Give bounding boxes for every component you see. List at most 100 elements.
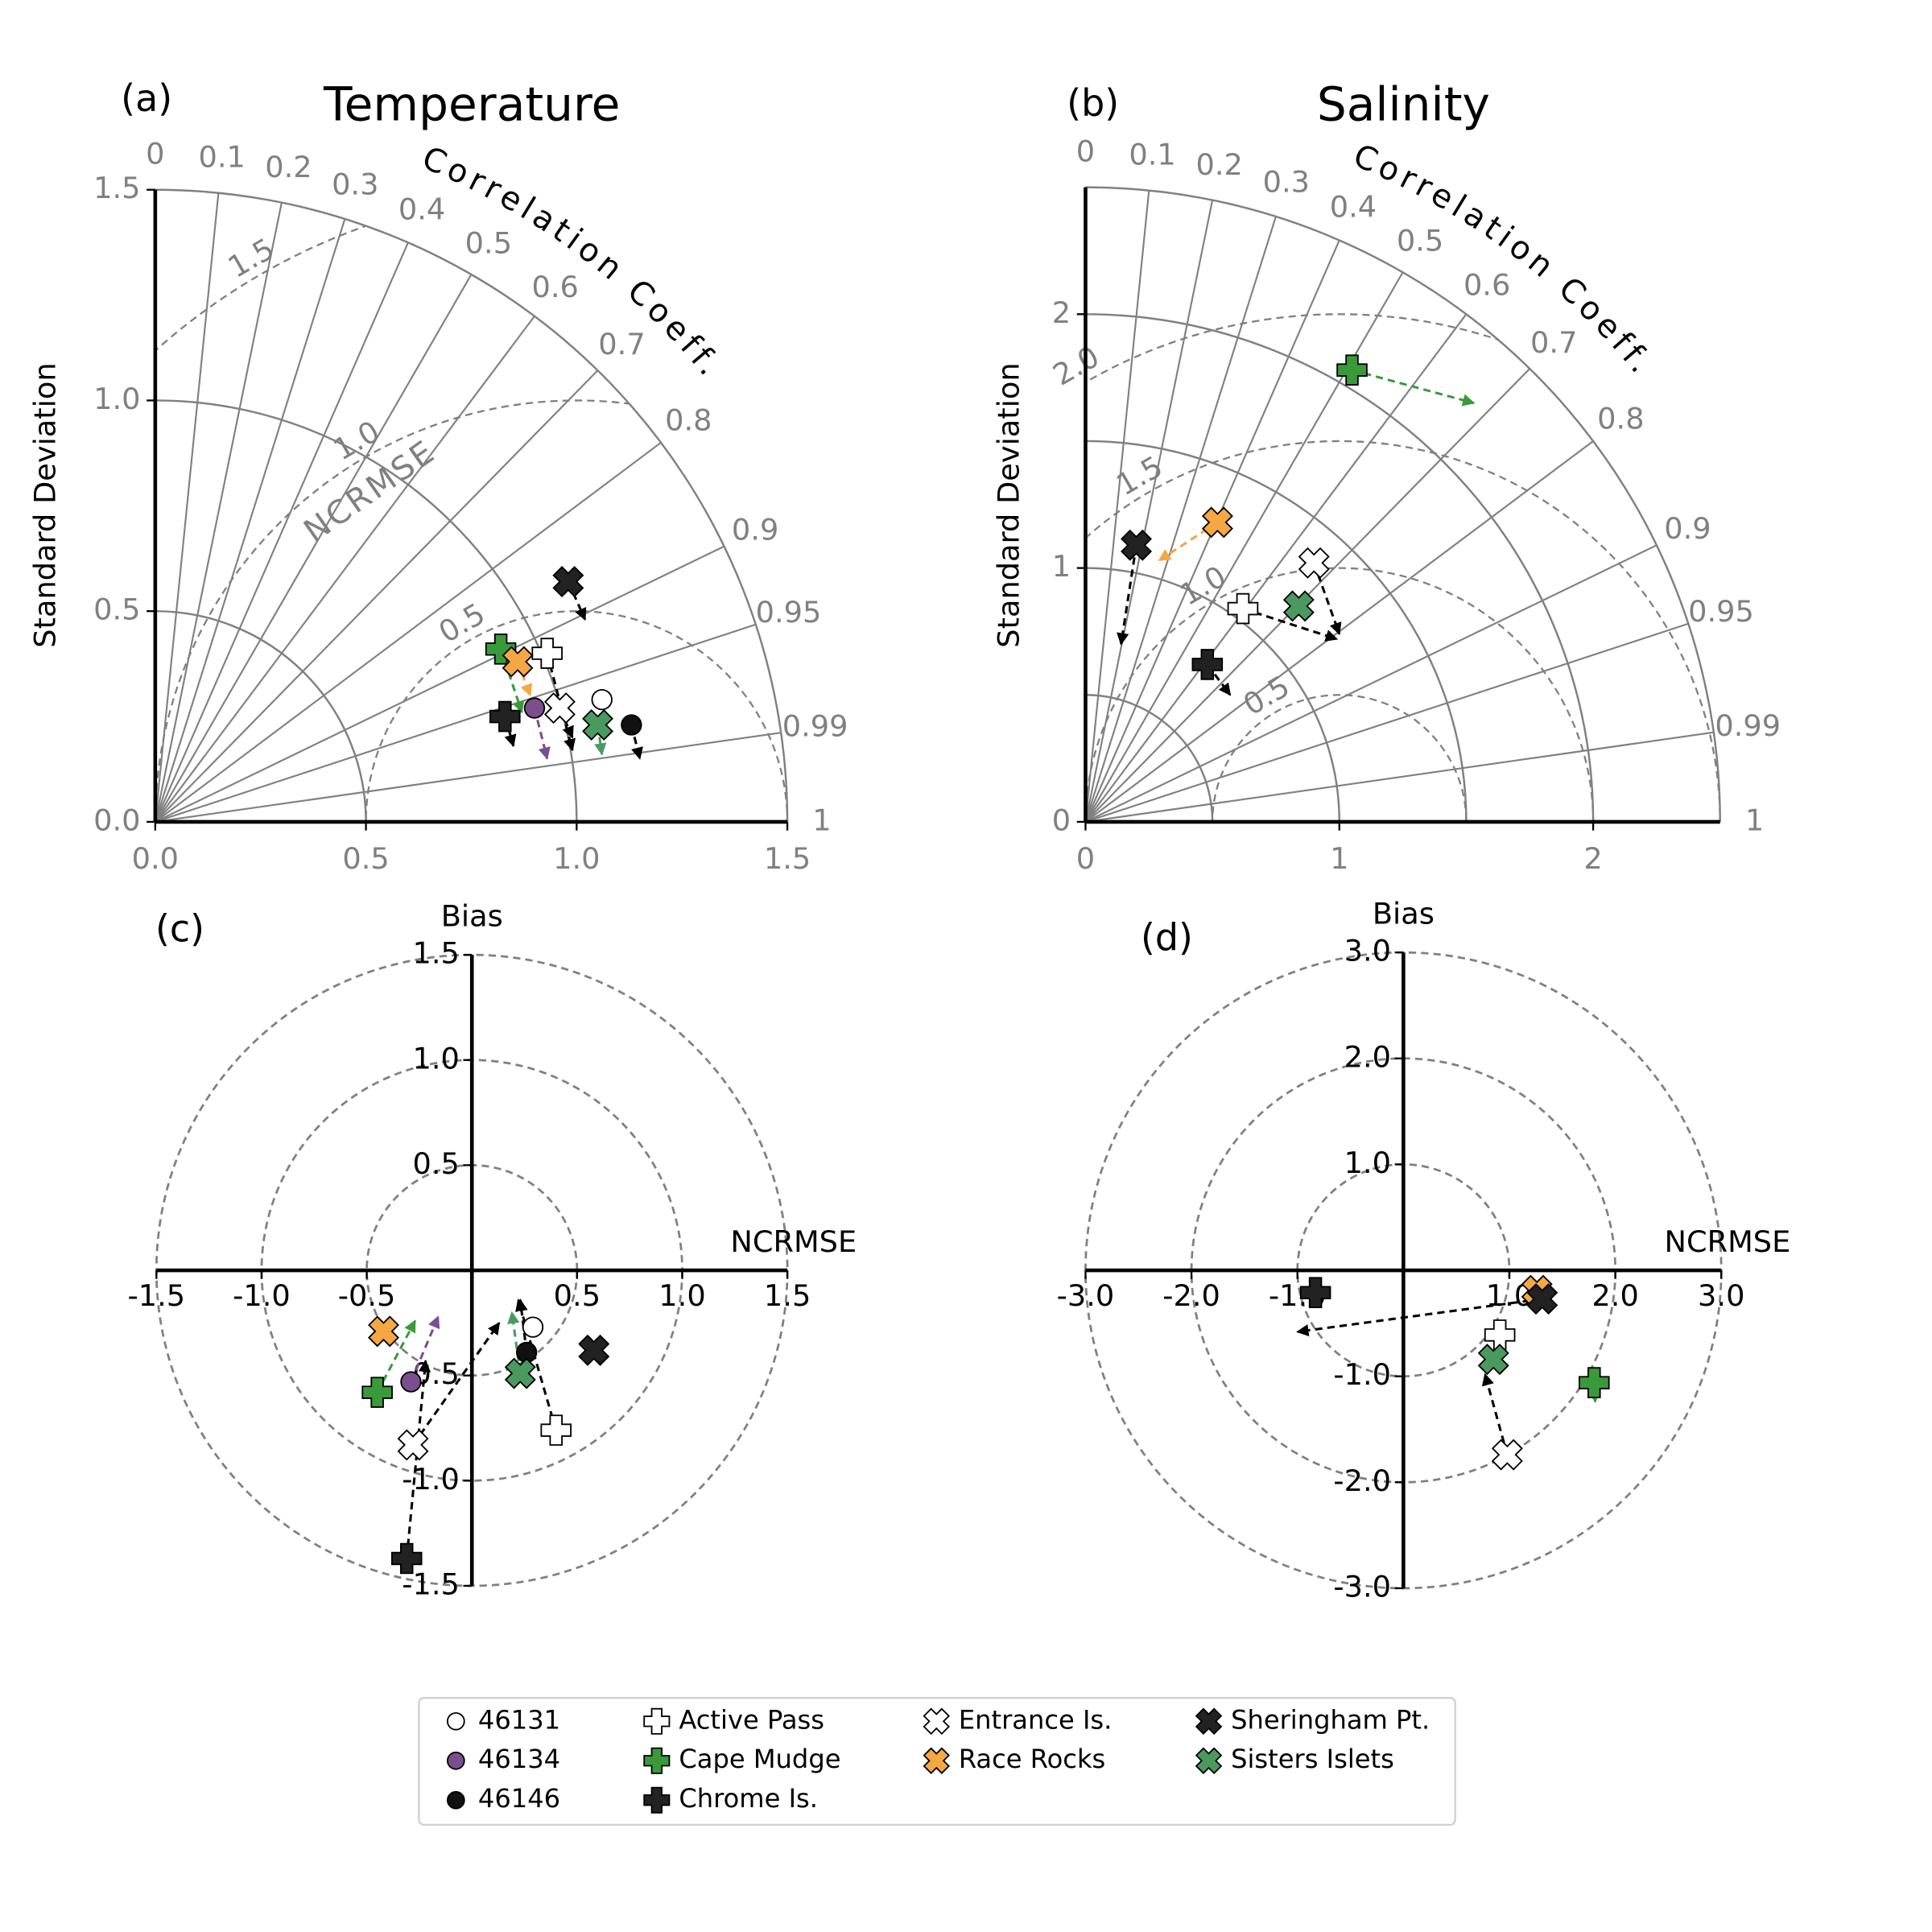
x-axis-label: NCRMSE (730, 1224, 857, 1259)
corr-label: 0.8 (1597, 402, 1644, 436)
y-tick-label: 1.0 (413, 1041, 460, 1075)
arrow (405, 1359, 431, 1559)
corr-line (1085, 731, 1715, 823)
corr-label: 0.8 (665, 403, 712, 438)
corr-label: 0.4 (398, 192, 445, 226)
x-tick-label: 1 (1330, 841, 1348, 876)
y-tick-label: 1 (1052, 549, 1071, 584)
x-axis-label: NCRMSE (1665, 1224, 1791, 1259)
y-tick-label: 1.5 (93, 171, 140, 205)
legend-label: 46146 (478, 1783, 560, 1814)
corr-label: 0.2 (1195, 147, 1242, 182)
corr-label: 0.7 (598, 327, 645, 361)
rmse-label: 1.0 (1174, 559, 1232, 612)
corr-line (155, 732, 782, 823)
x-tick-label: 2.0 (1591, 1278, 1638, 1313)
corr-label: 0.6 (531, 270, 578, 304)
rmse-arc (1085, 567, 1595, 822)
chart-title: Temperature (323, 76, 620, 131)
x-tick-label: 0.0 (132, 841, 179, 876)
legend-label: Active Pass (679, 1704, 824, 1735)
corr-label: 0.5 (465, 225, 512, 260)
chart-title: Salinity (1317, 76, 1490, 131)
corr-label: 0.7 (1530, 325, 1577, 360)
arrow (1117, 545, 1138, 646)
y-tick-label: 3.0 (1344, 934, 1391, 968)
rmse-label: 0.5 (1237, 669, 1295, 722)
corr-label: 0.1 (198, 140, 245, 175)
std-arc (155, 188, 789, 822)
corr-label: 0.99 (1715, 708, 1781, 743)
marker-circle (523, 697, 546, 719)
marker-x (1201, 506, 1233, 539)
marker-x (1282, 590, 1315, 622)
y-tick-label: 1.0 (1344, 1146, 1391, 1180)
legend-label: Race Rocks (959, 1744, 1105, 1774)
legend-label: Chrome Is. (679, 1783, 818, 1814)
corr-line (1084, 313, 1468, 823)
y-tick-label: 1.0 (93, 382, 140, 416)
marker-circle (400, 1371, 422, 1393)
y-tick-label: -1.0 (402, 1462, 460, 1496)
marker-circle (522, 1316, 544, 1338)
rmse-arc (1211, 694, 1468, 822)
x-tick-label: 2 (1583, 841, 1602, 876)
y-tick-label: 0.5 (93, 592, 140, 627)
x-tick-label: 0 (1076, 841, 1095, 876)
corr-line (155, 623, 757, 823)
marker-plus (1191, 649, 1224, 680)
arrow (499, 648, 525, 714)
corr-line (1084, 216, 1277, 823)
corr-label: 0.99 (782, 709, 848, 744)
rmse-label: 0.5 (433, 597, 491, 650)
corr-line (1084, 440, 1594, 823)
marker-x (1121, 529, 1153, 561)
x-tick-label: 3.0 (1698, 1278, 1744, 1313)
arrow (507, 1311, 522, 1374)
corr-line (154, 242, 409, 823)
corr-label: 0.3 (1263, 165, 1310, 200)
y-axis-label: Standard Deviation (28, 362, 63, 647)
corr-line (154, 274, 473, 823)
rmse-label: 1.0 (328, 414, 386, 467)
marker-x (1298, 547, 1330, 579)
marker-x (1526, 1283, 1558, 1315)
marker-x (397, 1429, 429, 1461)
legend-label: Cape Mudge (679, 1744, 840, 1774)
legend-label: Sheringham Pt. (1231, 1704, 1430, 1735)
corr-label: 0.9 (1664, 511, 1711, 546)
corr-line (154, 202, 283, 823)
x-tick-label: -1.5 (127, 1278, 185, 1313)
rmse-arc (155, 399, 788, 822)
y-axis-label: Bias (1373, 897, 1435, 931)
marker-x (552, 566, 584, 598)
legend-label: 46134 (478, 1744, 560, 1774)
arrow (411, 1322, 501, 1446)
marker-x (543, 692, 576, 724)
y-tick-label: 0.5 (413, 1146, 460, 1181)
y-tick-label: 0 (1052, 803, 1071, 837)
marker-plus (1299, 1277, 1331, 1308)
marker-circle (447, 1711, 465, 1731)
marker-x (923, 1707, 951, 1736)
rmse-label: 1.5 (222, 231, 280, 284)
marker-circle (621, 714, 642, 736)
marker-plus (1227, 592, 1259, 625)
corr-label: 0.6 (1463, 268, 1510, 303)
corr-label: 0 (1076, 134, 1095, 168)
marker-plus (531, 638, 563, 669)
corr-line (155, 545, 725, 823)
x-tick-label: 1.0 (553, 841, 600, 876)
x-tick-label: 0.5 (342, 841, 389, 876)
rmse-arc (1085, 313, 1720, 822)
y-tick-label: 0.0 (93, 803, 140, 837)
y-axis-label: Standard Deviation (992, 362, 1026, 647)
x-tick-label: 1.0 (658, 1278, 705, 1313)
marker-plus (1336, 354, 1368, 386)
arrow (1482, 1373, 1509, 1455)
marker-plus (643, 1747, 671, 1774)
marker-x (582, 709, 613, 741)
rmse-arc (1085, 440, 1720, 822)
corr-label: 0.3 (332, 167, 378, 201)
corr-label: 1 (1745, 803, 1764, 837)
